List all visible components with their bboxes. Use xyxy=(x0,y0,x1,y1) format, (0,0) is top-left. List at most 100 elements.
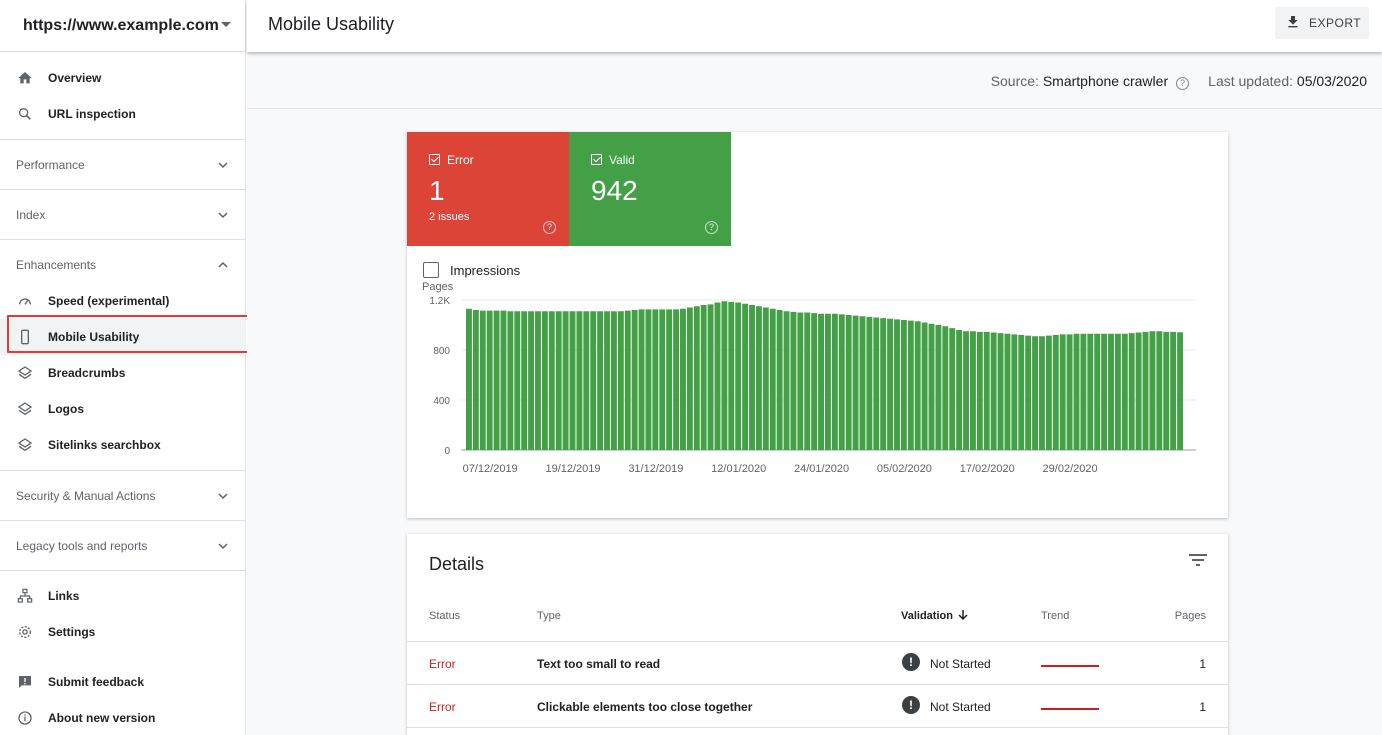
bar[interactable] xyxy=(486,310,493,451)
bar[interactable] xyxy=(845,315,852,450)
bar[interactable] xyxy=(880,318,887,451)
bar[interactable] xyxy=(1108,333,1114,450)
bar[interactable] xyxy=(804,312,811,451)
bar[interactable] xyxy=(1004,333,1011,450)
bar[interactable] xyxy=(686,307,693,451)
bar[interactable] xyxy=(990,332,997,451)
error-summary-tile[interactable]: Error 1 2 issues ? xyxy=(407,132,569,246)
sidebar-item-overview[interactable]: Overview xyxy=(0,60,246,96)
bar[interactable] xyxy=(1094,333,1101,450)
table-row[interactable]: Error Text too small to read ! Not Start… xyxy=(407,641,1228,684)
bar[interactable] xyxy=(466,308,472,450)
bar[interactable] xyxy=(514,311,521,450)
bar[interactable] xyxy=(749,305,755,450)
bar[interactable] xyxy=(721,301,728,450)
bar[interactable] xyxy=(956,330,963,450)
sidebar-item-submit-feedback[interactable]: Submit feedback xyxy=(0,664,246,700)
bar[interactable] xyxy=(969,331,976,450)
bar[interactable] xyxy=(831,313,838,450)
bar[interactable] xyxy=(907,320,914,451)
bar[interactable] xyxy=(500,310,507,451)
bar[interactable] xyxy=(1018,335,1025,450)
bar[interactable] xyxy=(1163,331,1170,451)
column-header-pages[interactable]: Pages xyxy=(1174,610,1206,622)
bar[interactable] xyxy=(852,315,859,451)
bar[interactable] xyxy=(1135,332,1142,451)
bar[interactable] xyxy=(735,302,742,451)
bar[interactable] xyxy=(652,309,659,451)
sidebar-item-settings[interactable]: Settings xyxy=(0,614,246,650)
bar[interactable] xyxy=(624,310,631,451)
bar[interactable] xyxy=(666,309,673,451)
bar[interactable] xyxy=(562,311,569,450)
help-icon[interactable]: ? xyxy=(543,221,556,234)
bar[interactable] xyxy=(1066,334,1073,451)
bar[interactable] xyxy=(548,311,555,450)
bar[interactable] xyxy=(797,312,804,451)
column-header-validation[interactable]: Validation xyxy=(901,610,953,622)
bar[interactable] xyxy=(783,311,790,450)
bar[interactable] xyxy=(645,309,652,451)
bar[interactable] xyxy=(638,309,645,451)
bar[interactable] xyxy=(928,323,935,450)
bar[interactable] xyxy=(997,333,1004,451)
bar[interactable] xyxy=(818,313,824,450)
bar[interactable] xyxy=(742,303,749,450)
sidebar-item-about[interactable]: About new version xyxy=(0,700,246,735)
bar[interactable] xyxy=(604,311,610,450)
bar[interactable] xyxy=(680,308,686,450)
bar[interactable] xyxy=(1170,331,1177,451)
bar[interactable] xyxy=(1121,333,1128,450)
filter-icon[interactable] xyxy=(1189,553,1207,567)
bar[interactable] xyxy=(963,331,969,450)
bar[interactable] xyxy=(610,311,617,450)
caret-down-icon[interactable] xyxy=(221,22,231,27)
bar[interactable] xyxy=(935,325,942,450)
bar[interactable] xyxy=(887,318,894,450)
sidebar-item-speed[interactable]: Speed (experimental) xyxy=(0,283,246,319)
bar[interactable] xyxy=(569,311,576,450)
impressions-toggle[interactable]: Impressions xyxy=(423,262,520,278)
bar[interactable] xyxy=(707,304,714,451)
section-legacy[interactable]: Legacy tools and reports xyxy=(0,520,246,570)
help-icon[interactable]: ? xyxy=(705,221,718,234)
bar[interactable] xyxy=(472,310,479,450)
valid-summary-tile[interactable]: Valid 942 ? xyxy=(569,132,731,246)
bar[interactable] xyxy=(914,321,921,450)
bar[interactable] xyxy=(859,316,866,450)
export-button[interactable]: EXPORT xyxy=(1275,7,1369,39)
bar[interactable] xyxy=(528,311,535,450)
bar[interactable] xyxy=(838,314,845,451)
bar[interactable] xyxy=(1059,334,1066,451)
bar[interactable] xyxy=(921,322,928,451)
bar[interactable] xyxy=(700,305,707,450)
section-security[interactable]: Security & Manual Actions xyxy=(0,470,246,520)
section-performance[interactable]: Performance xyxy=(0,139,246,189)
bar[interactable] xyxy=(590,311,597,450)
column-header-type[interactable]: Type xyxy=(537,610,561,622)
bar[interactable] xyxy=(1025,335,1032,451)
arrow-down-icon[interactable] xyxy=(957,609,969,621)
column-header-status[interactable]: Status xyxy=(429,610,461,622)
bar[interactable] xyxy=(617,311,624,450)
sidebar-item-logos[interactable]: Logos xyxy=(0,391,246,427)
bar[interactable] xyxy=(535,311,541,450)
bar[interactable] xyxy=(811,313,818,451)
section-enhancements[interactable]: Enhancements xyxy=(0,239,246,289)
sidebar-item-breadcrumbs[interactable]: Breadcrumbs xyxy=(0,355,246,391)
bar[interactable] xyxy=(1080,333,1087,450)
bar[interactable] xyxy=(1156,331,1163,450)
bar[interactable] xyxy=(479,310,486,451)
property-selector[interactable]: https://www.example.com xyxy=(0,0,245,52)
bar[interactable] xyxy=(949,328,956,451)
bar[interactable] xyxy=(769,308,776,450)
bar[interactable] xyxy=(1052,335,1059,450)
bar[interactable] xyxy=(1011,334,1018,451)
bar[interactable] xyxy=(673,309,680,451)
bar[interactable] xyxy=(1101,333,1108,450)
bar[interactable] xyxy=(1087,333,1094,450)
bar[interactable] xyxy=(1073,333,1080,450)
section-index[interactable]: Index xyxy=(0,189,246,239)
bar[interactable] xyxy=(1032,336,1039,450)
bar[interactable] xyxy=(659,309,666,451)
